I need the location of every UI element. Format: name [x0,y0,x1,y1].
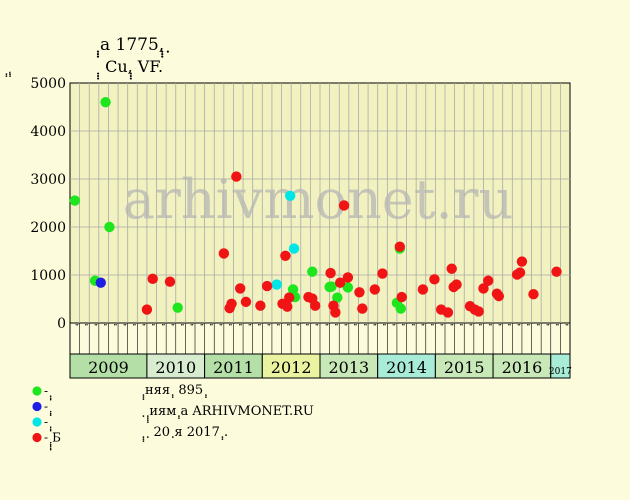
data-point [338,200,350,211]
y-tick-label: 2000 [30,220,66,236]
year-cell [377,353,436,379]
y-tick-label: 5000 [30,76,66,92]
data-point [141,304,153,315]
data-point [330,307,341,318]
year-label: 2016 [502,358,543,377]
data-point [284,190,296,201]
data-point [357,303,368,314]
year-label: 2012 [271,358,312,377]
data-points [69,97,562,318]
data-point [551,266,562,277]
data-point [172,302,183,313]
data-point [483,275,494,286]
year-cell [434,353,494,379]
data-point [307,266,318,277]
data-point [284,292,295,303]
y-axis-ticks: 0 1000 2000 3000 4000 5000 [30,76,66,332]
data-point [288,243,300,254]
data-point [396,291,407,303]
data-point [325,267,336,279]
legend-label: - ฺฺฺ [44,384,52,401]
legend-label: - ฺฺฺ [44,400,52,417]
data-point [342,282,354,293]
legend-swatch [32,432,42,443]
data-point [255,300,266,311]
data-point [514,267,526,278]
chart-title: ฺฺฺa 1775,ฺฺฺ ฺ [96,35,170,58]
data-point [342,272,354,283]
data-point [442,307,454,318]
data-point [104,221,115,233]
year-label: 2017 [549,367,572,377]
data-point [478,283,489,294]
data-point [226,298,237,309]
data-point [417,284,429,295]
note-line: ฺ ฺฺฺฺиям ฺฺa ARHIVMONET.RU [142,404,314,423]
data-point [528,289,539,300]
y-tick-label: 1000 [30,268,66,284]
y-axis-label: ฺฺ,ฺฺ [5,62,12,77]
data-point [234,283,246,294]
year-band: 2009 2010 2011 2012 2013 2014 2015 2016 2017 [69,353,572,379]
data-point [147,273,158,285]
data-point [493,290,505,302]
data-point [164,276,176,287]
data-point [261,280,273,292]
data-point [377,268,388,279]
data-point [446,263,457,274]
data-point [332,292,343,303]
year-label: 2014 [386,358,427,377]
legend-label: - ฺฺฺฺฺБ [44,431,61,451]
year-cell [261,353,321,379]
y-tick-label: 4000 [30,124,66,140]
year-cell [550,353,571,379]
data-point [100,97,111,108]
data-point [394,241,406,252]
legend-swatch [32,417,42,427]
data-point [309,300,321,311]
y-tick-label: 3000 [30,172,66,188]
data-point [231,171,242,182]
year-label: 2009 [88,358,129,377]
year-cell [69,353,148,379]
year-cell [319,353,379,379]
year-cell [492,353,552,379]
data-point [95,277,106,288]
data-point [516,256,528,267]
year-label: 2011 [213,358,254,377]
notes: ฺฺฺняя ฺฺ 895 ฺฺฺ ฺฺฺฺиям ฺฺa ARHIVMONET… [142,383,314,442]
year-cell [204,353,263,379]
year-cell [146,353,206,379]
data-point [271,279,282,290]
note-line: ฺฺฺ ฺ 20 ฺя 2017 ฺฺ. [142,425,228,442]
watermark: arhivmonet.ru [123,168,513,231]
data-point [218,248,230,259]
data-point [369,284,381,295]
legend-swatch [32,401,42,412]
y-tick-label: 0 [57,316,66,332]
data-point [326,281,337,292]
data-point [69,195,81,206]
data-point [354,287,365,298]
data-point [395,303,406,314]
data-point [282,301,293,312]
data-point [280,250,291,261]
data-point [451,279,462,290]
legend-swatch [32,386,42,396]
year-label: 2010 [155,358,196,377]
data-point [429,274,440,285]
legend-label: - ฺฺฺ [44,415,52,432]
data-point [334,277,346,288]
chart-subtitle: ฺฺฺ Cu,ฺฺฺ VF. [97,57,163,80]
note-line: ฺฺฺняя ฺฺ 895 ฺฺ [142,383,208,400]
data-point [240,296,252,308]
year-label: 2013 [328,358,369,377]
year-label: 2015 [444,358,485,377]
legend: - ฺฺฺ- ฺฺฺ- ฺฺฺ- ฺฺฺฺฺБ [32,384,61,451]
data-point [473,306,484,317]
